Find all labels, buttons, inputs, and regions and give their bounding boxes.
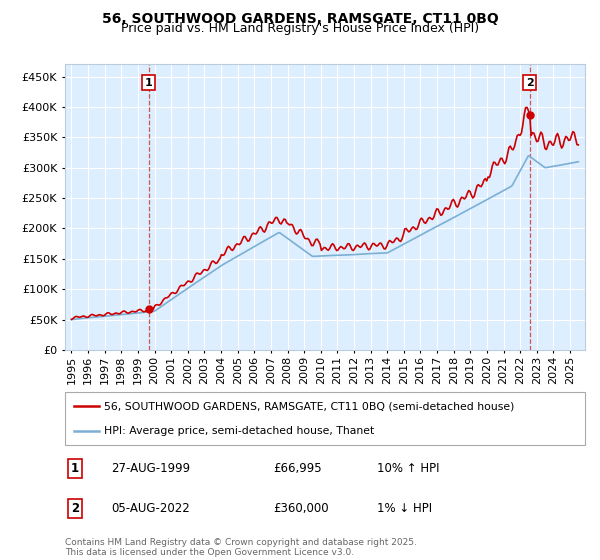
Text: £360,000: £360,000	[273, 502, 329, 515]
Text: 56, SOUTHWOOD GARDENS, RAMSGATE, CT11 0BQ: 56, SOUTHWOOD GARDENS, RAMSGATE, CT11 0B…	[101, 12, 499, 26]
Text: 1: 1	[145, 78, 152, 87]
Text: 10% ↑ HPI: 10% ↑ HPI	[377, 462, 439, 475]
Text: 1: 1	[71, 462, 79, 475]
Text: Price paid vs. HM Land Registry's House Price Index (HPI): Price paid vs. HM Land Registry's House …	[121, 22, 479, 35]
Text: 56, SOUTHWOOD GARDENS, RAMSGATE, CT11 0BQ (semi-detached house): 56, SOUTHWOOD GARDENS, RAMSGATE, CT11 0B…	[104, 402, 514, 412]
Text: Contains HM Land Registry data © Crown copyright and database right 2025.
This d: Contains HM Land Registry data © Crown c…	[65, 538, 416, 557]
Text: 2: 2	[71, 502, 79, 515]
Text: HPI: Average price, semi-detached house, Thanet: HPI: Average price, semi-detached house,…	[104, 426, 374, 436]
Text: £66,995: £66,995	[273, 462, 322, 475]
Text: 27-AUG-1999: 27-AUG-1999	[112, 462, 191, 475]
Text: 05-AUG-2022: 05-AUG-2022	[112, 502, 190, 515]
Text: 2: 2	[526, 78, 533, 87]
Text: 1% ↓ HPI: 1% ↓ HPI	[377, 502, 432, 515]
